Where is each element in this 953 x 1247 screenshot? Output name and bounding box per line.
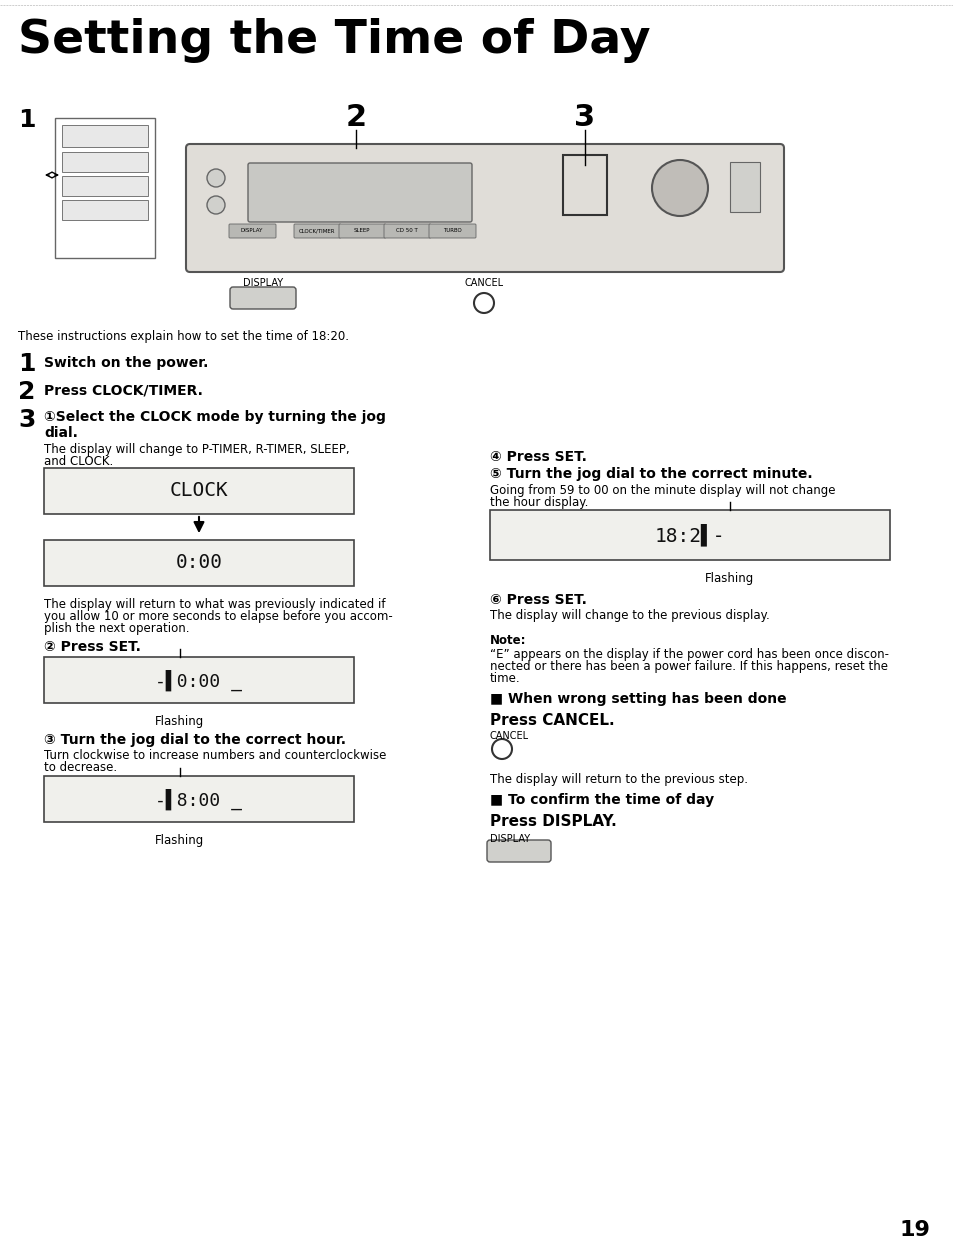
Text: ② Press SET.: ② Press SET.	[44, 640, 141, 653]
FancyBboxPatch shape	[486, 840, 551, 862]
Text: Turn clockwise to increase numbers and counterclockwise: Turn clockwise to increase numbers and c…	[44, 749, 386, 762]
FancyBboxPatch shape	[186, 143, 783, 272]
Text: plish the next operation.: plish the next operation.	[44, 622, 190, 635]
Text: the hour display.: the hour display.	[490, 496, 588, 509]
Text: Press CLOCK/TIMER.: Press CLOCK/TIMER.	[44, 384, 203, 398]
FancyBboxPatch shape	[44, 468, 354, 514]
Text: “E” appears on the display if the power cord has been once discon-: “E” appears on the display if the power …	[490, 648, 888, 661]
FancyBboxPatch shape	[44, 540, 354, 586]
Text: 1: 1	[18, 352, 35, 377]
FancyBboxPatch shape	[62, 152, 148, 172]
Circle shape	[207, 196, 225, 214]
Text: TURBO: TURBO	[442, 228, 461, 233]
FancyBboxPatch shape	[44, 657, 354, 703]
Text: ⑥ Press SET.: ⑥ Press SET.	[490, 594, 586, 607]
Text: The display will return to the previous step.: The display will return to the previous …	[490, 773, 747, 786]
Text: The display will change to the previous display.: The display will change to the previous …	[490, 609, 769, 622]
Text: Going from 59 to 00 on the minute display will not change: Going from 59 to 00 on the minute displa…	[490, 484, 835, 498]
Text: DISPLAY: DISPLAY	[240, 228, 263, 233]
Text: 0:00: 0:00	[175, 554, 222, 572]
Text: Flashing: Flashing	[155, 834, 204, 847]
FancyBboxPatch shape	[62, 125, 148, 147]
Text: The display will return to what was previously indicated if: The display will return to what was prev…	[44, 599, 385, 611]
Text: ①Select the CLOCK mode by turning the jog: ①Select the CLOCK mode by turning the jo…	[44, 410, 385, 424]
Text: Press CANCEL.: Press CANCEL.	[490, 713, 614, 728]
Text: -▌8:00 ̲: -▌8:00 ̲	[155, 788, 242, 809]
Text: CD 50 T: CD 50 T	[395, 228, 417, 233]
Text: DISPLAY: DISPLAY	[490, 834, 530, 844]
Text: 19: 19	[898, 1220, 929, 1240]
Text: 1: 1	[18, 108, 35, 132]
FancyBboxPatch shape	[62, 176, 148, 196]
FancyBboxPatch shape	[62, 200, 148, 219]
FancyBboxPatch shape	[294, 224, 340, 238]
FancyBboxPatch shape	[55, 118, 154, 258]
Text: ■ To confirm the time of day: ■ To confirm the time of day	[490, 793, 714, 807]
FancyBboxPatch shape	[490, 510, 889, 560]
Text: nected or there has been a power failure. If this happens, reset the: nected or there has been a power failure…	[490, 660, 887, 673]
FancyBboxPatch shape	[230, 287, 295, 309]
Text: SLEEP: SLEEP	[354, 228, 370, 233]
Text: ⑤ Turn the jog dial to the correct minute.: ⑤ Turn the jog dial to the correct minut…	[490, 466, 812, 481]
FancyBboxPatch shape	[429, 224, 476, 238]
Text: Setting the Time of Day: Setting the Time of Day	[18, 17, 650, 64]
Text: CANCEL: CANCEL	[464, 278, 503, 288]
Text: ③ Turn the jog dial to the correct hour.: ③ Turn the jog dial to the correct hour.	[44, 733, 346, 747]
Text: 2: 2	[18, 380, 35, 404]
Text: CLOCK: CLOCK	[170, 481, 228, 500]
FancyBboxPatch shape	[248, 163, 472, 222]
Circle shape	[474, 293, 494, 313]
Text: Press DISPLAY.: Press DISPLAY.	[490, 814, 616, 829]
Text: Note:: Note:	[490, 633, 526, 647]
FancyBboxPatch shape	[384, 224, 431, 238]
Text: CANCEL: CANCEL	[490, 731, 529, 741]
Text: Flashing: Flashing	[155, 715, 204, 728]
Text: 3: 3	[18, 408, 35, 431]
Circle shape	[651, 160, 707, 216]
Circle shape	[207, 170, 225, 187]
FancyBboxPatch shape	[338, 224, 386, 238]
Text: Flashing: Flashing	[704, 572, 754, 585]
Text: Switch on the power.: Switch on the power.	[44, 355, 208, 370]
Text: 3: 3	[574, 104, 595, 132]
Text: ■ When wrong setting has been done: ■ When wrong setting has been done	[490, 692, 786, 706]
FancyBboxPatch shape	[729, 162, 760, 212]
Text: 2: 2	[345, 104, 366, 132]
Text: -▌0:00 ̲: -▌0:00 ̲	[155, 670, 242, 691]
FancyBboxPatch shape	[44, 776, 354, 822]
Text: to decrease.: to decrease.	[44, 761, 117, 774]
Text: ④ Press SET.: ④ Press SET.	[490, 450, 586, 464]
FancyBboxPatch shape	[229, 224, 275, 238]
Text: and CLOCK.: and CLOCK.	[44, 455, 113, 468]
Text: DISPLAY: DISPLAY	[243, 278, 283, 288]
Circle shape	[492, 739, 512, 759]
Text: 18:2▌-: 18:2▌-	[654, 524, 724, 546]
Text: These instructions explain how to set the time of 18:20.: These instructions explain how to set th…	[18, 330, 349, 343]
Text: The display will change to P-TIMER, R-TIMER, SLEEP,: The display will change to P-TIMER, R-TI…	[44, 443, 349, 456]
Text: you allow 10 or more seconds to elapse before you accom-: you allow 10 or more seconds to elapse b…	[44, 610, 393, 624]
Text: CLOCK/TIMER: CLOCK/TIMER	[298, 228, 335, 233]
Text: time.: time.	[490, 672, 520, 685]
Text: dial.: dial.	[44, 426, 78, 440]
